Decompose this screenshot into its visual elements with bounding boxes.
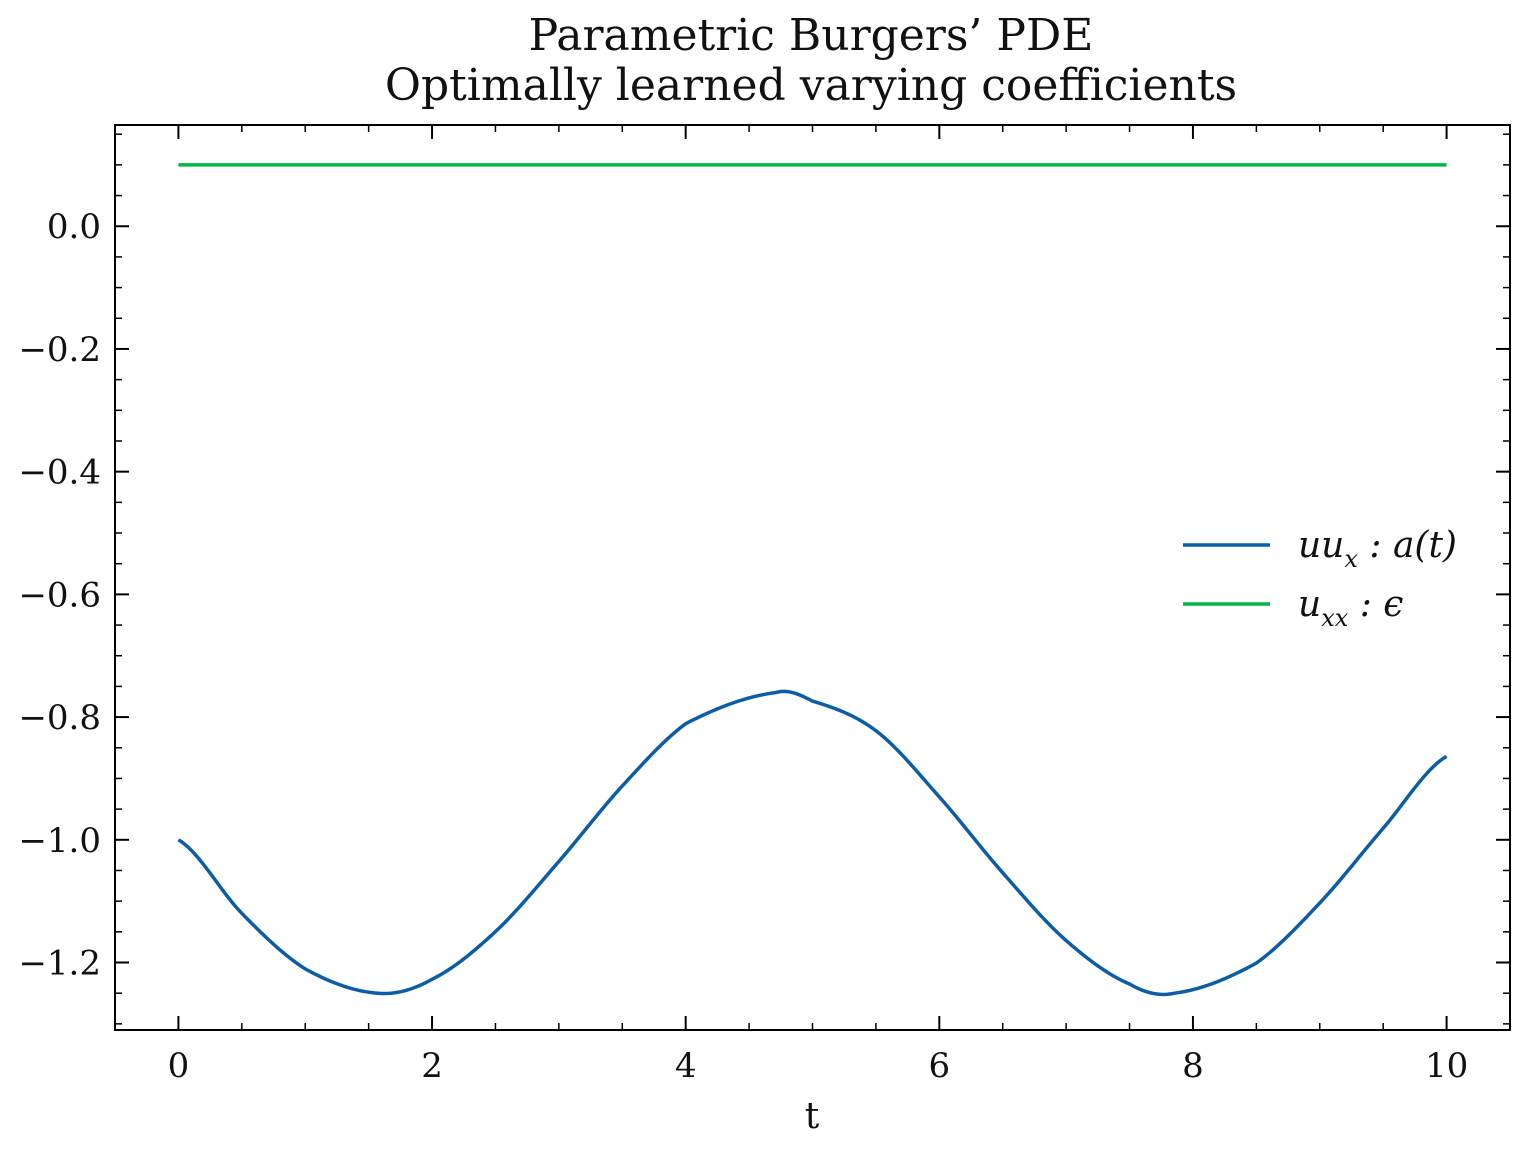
- x-tick-label: 8: [1182, 1046, 1204, 1086]
- y-tick-label: −0.2: [18, 330, 101, 370]
- x-tick-label: 10: [1425, 1046, 1468, 1086]
- legend-label-b: uxx : ϵ: [1298, 584, 1403, 632]
- legend: uux : a(t) uxx : ϵ: [1183, 525, 1457, 632]
- legend-label-a: uux : a(t): [1298, 525, 1457, 573]
- y-tick-label: −0.8: [18, 698, 101, 738]
- x-tick-label: 2: [421, 1046, 443, 1086]
- y-tick-label: −0.6: [18, 575, 101, 615]
- chart-title: Parametric Burgers’ PDE: [529, 10, 1094, 61]
- x-tick-label: 4: [675, 1046, 697, 1086]
- y-tick-label: 0.0: [47, 207, 101, 247]
- x-tick-label: 0: [168, 1046, 190, 1086]
- chart-subtitle: Optimally learned varying coefficients: [385, 60, 1237, 111]
- x-axis-label: t: [805, 1096, 820, 1137]
- series-line-0: [177, 689, 1448, 997]
- y-tick-label: −0.4: [18, 453, 101, 493]
- series-layer: [177, 163, 1448, 997]
- y-tick-label: −1.2: [18, 944, 101, 984]
- ticks-layer: [114, 125, 1511, 1030]
- x-tick-label: 6: [928, 1046, 950, 1086]
- y-tick-label: −1.0: [18, 821, 101, 861]
- x-tick-labels: 0 2 4 6 8 10: [168, 1046, 1469, 1086]
- y-tick-labels: 0.0 −0.2 −0.4 −0.6 −0.8 −1.0 −1.2: [18, 207, 101, 983]
- plot-frame: [114, 124, 1511, 1031]
